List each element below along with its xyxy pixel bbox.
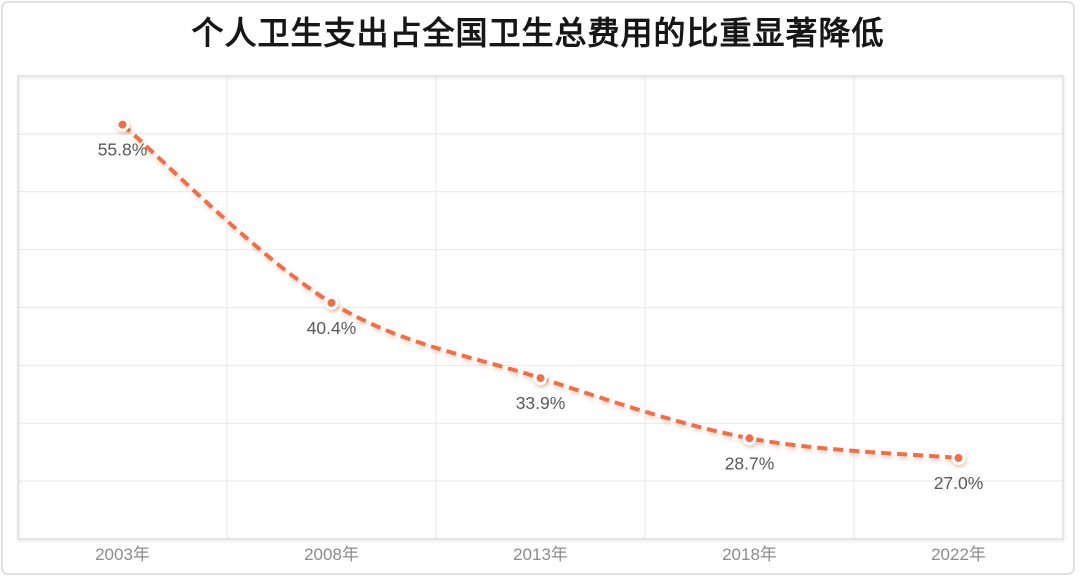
x-axis-label: 2003年 — [95, 545, 150, 564]
series-line — [121, 123, 959, 460]
x-axis-label: 2008年 — [304, 545, 359, 564]
x-axis-label: 2018年 — [722, 545, 777, 564]
data-point-marker — [951, 450, 966, 465]
data-label: 27.0% — [934, 473, 984, 493]
chart-card: 个人卫生支出占全国卫生总费用的比重显著降低 — [1, 1, 1075, 575]
data-label: 55.8% — [98, 140, 148, 160]
data-point-marker — [742, 431, 757, 446]
data-point-marker — [533, 371, 548, 386]
chart-title: 个人卫生支出占全国卫生总费用的比重显著降低 — [191, 15, 885, 51]
data-point-marker — [115, 117, 130, 132]
x-axis-label: 2022年 — [931, 545, 986, 564]
x-axis-label: 2013年 — [513, 545, 568, 564]
data-label: 33.9% — [516, 393, 566, 413]
data-label: 40.4% — [307, 318, 357, 338]
plot-area-border — [17, 75, 1064, 540]
data-label: 28.7% — [725, 453, 775, 473]
data-point-marker — [324, 295, 339, 310]
